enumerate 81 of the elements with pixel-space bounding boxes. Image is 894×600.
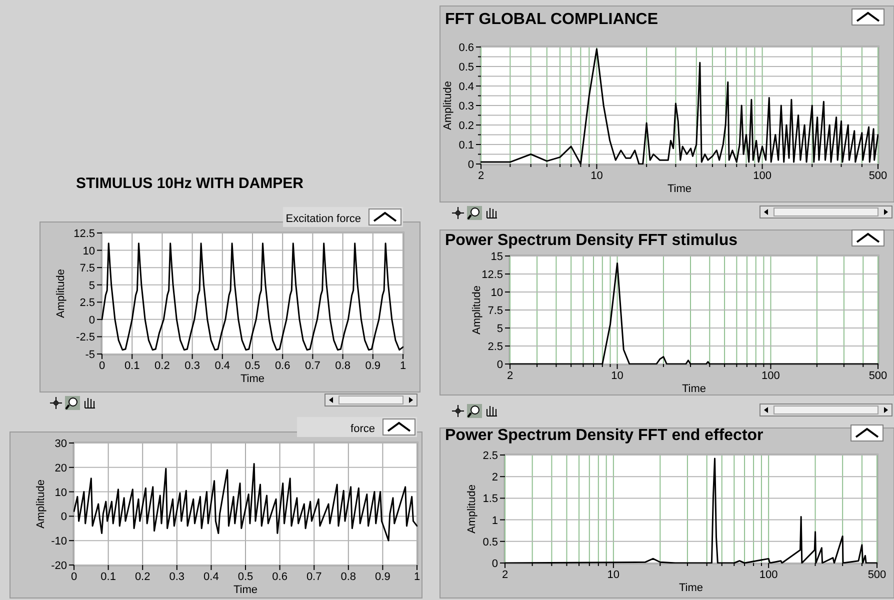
- x-tick-label: 0.2: [154, 360, 170, 372]
- x-tick-label: 10: [611, 370, 624, 382]
- y-tick-label: 7.5: [80, 262, 95, 275]
- y-tick-label: 0.1: [458, 140, 474, 152]
- y-tick-label: 0.4: [458, 81, 474, 93]
- y-tick-label: 2.5: [482, 450, 498, 462]
- x-tick-label: 100: [762, 370, 780, 382]
- y-tick-label: 1: [492, 514, 498, 527]
- y-tick-label: 15: [490, 251, 503, 263]
- x-tick-label: 0.6: [274, 360, 290, 372]
- x-tick-label: 1: [400, 360, 406, 372]
- y-tick-label: 2.5: [488, 341, 503, 353]
- x-tick-label: 0.7: [305, 360, 320, 372]
- chart-title: Power Spectrum Density FFT end effector: [445, 427, 764, 444]
- x-tick-label: 0.1: [124, 360, 140, 372]
- y-tick-label: 7.5: [488, 305, 503, 317]
- x-tick-label: 0.8: [335, 360, 350, 372]
- x-tick-label: 500: [868, 569, 886, 581]
- y-tick-label: 10: [490, 287, 503, 299]
- chart-title: Power Spectrum Density FFT stimulus: [445, 232, 738, 249]
- y-tick-label: 0.6: [458, 42, 474, 54]
- x-tick-label: 0.5: [244, 360, 260, 372]
- chart-title: FFT GLOBAL COMPLIANCE: [445, 11, 658, 28]
- x-tick-label: 0.4: [204, 571, 219, 583]
- x-tick-label: 0.9: [375, 571, 390, 583]
- y-tick-label: 10: [82, 245, 95, 258]
- y-tick-label: 12.5: [482, 269, 503, 281]
- y-tick-label: 30: [54, 438, 67, 450]
- y-tick-label: 12.5: [74, 228, 95, 240]
- y-axis-title: Amplitude: [466, 484, 478, 534]
- y-tick-label: -2.5: [76, 332, 95, 344]
- y-tick-label: 0: [88, 314, 95, 326]
- x-tick-label: 1: [414, 571, 420, 583]
- y-tick-label: 0.5: [482, 536, 498, 548]
- x-tick-label: 0.2: [134, 571, 150, 583]
- x-axis-title: Time: [682, 383, 706, 395]
- chart-title: STIMULUS 10Hz WITH DAMPER: [76, 175, 304, 192]
- y-tick-label: -5: [85, 349, 95, 361]
- y-tick-label: 0: [60, 511, 67, 524]
- x-axis-title: Time: [233, 584, 258, 596]
- x-tick-label: 100: [759, 569, 778, 581]
- y-axis-title: Amplitude: [471, 286, 483, 334]
- y-tick-label: 2.5: [80, 297, 95, 310]
- x-tick-label: 0.7: [306, 571, 322, 583]
- y-tick-label: 5: [88, 280, 95, 292]
- x-axis-title: Time: [667, 183, 692, 195]
- y-tick-label: 1.5: [482, 493, 498, 506]
- x-tick-label: 0.5: [238, 571, 254, 583]
- x-tick-label: 0.3: [184, 360, 200, 372]
- y-tick-label: 2: [492, 472, 498, 484]
- y-tick-label: 10: [54, 486, 67, 499]
- x-tick-label: 10: [607, 569, 620, 581]
- x-tick-label: 0.1: [100, 571, 116, 583]
- y-tick-label: -20: [51, 560, 67, 572]
- x-tick-label: 0.4: [214, 360, 230, 372]
- x-axis-title: Time: [240, 373, 265, 385]
- y-tick-label: 0: [468, 159, 474, 171]
- y-tick-label: 5: [496, 323, 503, 335]
- y-tick-label: 0.3: [458, 100, 474, 112]
- x-tick-label: 0.8: [340, 571, 356, 583]
- x-tick-label: 2: [506, 370, 514, 382]
- y-axis-title: Amplitude: [35, 480, 47, 528]
- x-axis-title: Time: [678, 582, 704, 594]
- legend-label: Excitation force: [286, 213, 361, 225]
- y-tick-label: 0.2: [458, 120, 474, 132]
- x-tick-label: 0.3: [169, 571, 185, 583]
- y-tick-label: 0: [492, 558, 498, 570]
- x-tick-label: 0.9: [365, 360, 381, 372]
- line-series: [73, 462, 418, 542]
- x-tick-label: 0: [98, 360, 106, 372]
- x-tick-label: 500: [868, 170, 888, 182]
- y-tick-label: 0.5: [458, 62, 474, 74]
- y-tick-label: -10: [51, 536, 67, 548]
- legend-label: force: [350, 423, 375, 435]
- y-axis-title: Amplitude: [442, 81, 454, 130]
- x-tick-label: 100: [753, 170, 772, 182]
- y-tick-label: 20: [54, 462, 67, 474]
- x-tick-label: 500: [868, 370, 888, 382]
- x-tick-label: 10: [590, 170, 603, 182]
- y-axis-title: Amplitude: [55, 269, 67, 318]
- x-tick-label: 0.6: [272, 571, 288, 583]
